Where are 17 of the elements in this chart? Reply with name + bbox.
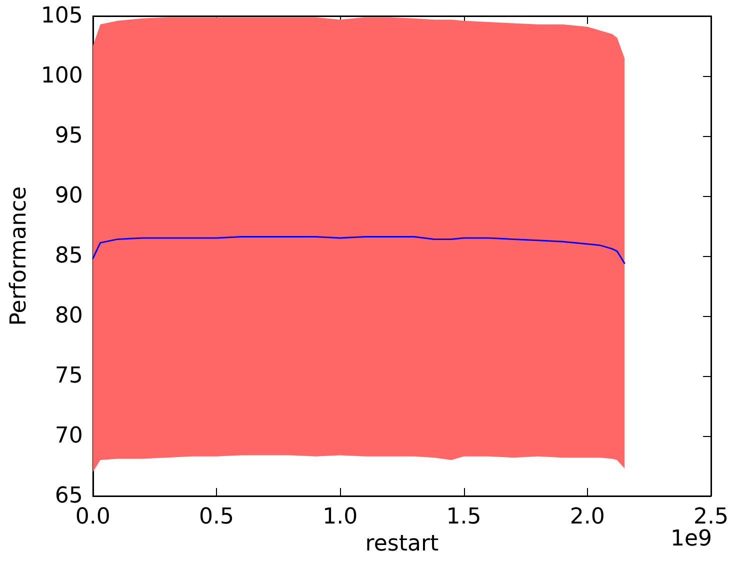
y-axis-title: Performance — [6, 186, 32, 326]
text: 1e9 — [670, 526, 712, 552]
y-tick-label: 80 — [54, 304, 83, 328]
x-tick-label: 2.0 — [570, 504, 605, 530]
y-tick-label: 100 — [40, 64, 83, 88]
x-tick-label: 1.0 — [322, 504, 358, 530]
x-axis-title: restart — [365, 531, 439, 556]
x-tick-label: 1.5 — [446, 504, 482, 530]
y-tick-label: 90 — [54, 184, 83, 208]
y-tick-label: 85 — [54, 244, 83, 268]
y-tick-label: 70 — [54, 424, 83, 448]
x-tick-label: 2.5 — [694, 504, 728, 530]
y-tick-label: 75 — [54, 364, 83, 388]
line-series — [92, 236, 626, 264]
y-tick-label: 95 — [54, 124, 83, 148]
x-tick-label: 0.5 — [199, 504, 234, 530]
y-tick-label: 105 — [40, 4, 83, 28]
